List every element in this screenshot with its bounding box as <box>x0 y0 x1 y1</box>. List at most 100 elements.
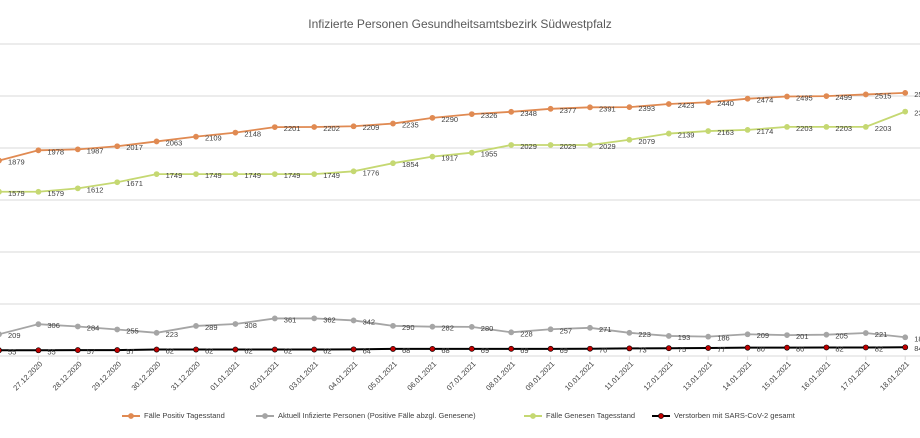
value-label: 2393 <box>638 104 655 113</box>
value-label: 209 <box>8 331 21 340</box>
point <box>902 108 909 115</box>
point <box>114 179 121 186</box>
x-tick-label: 13.01.2021 <box>681 359 714 392</box>
point <box>784 123 790 130</box>
point <box>665 345 672 352</box>
value-label: 2201 <box>284 124 301 133</box>
point <box>468 345 475 352</box>
point <box>547 326 554 333</box>
point <box>587 345 593 352</box>
value-label: 1749 <box>244 171 261 180</box>
value-label: 1854 <box>402 160 419 169</box>
point <box>35 321 42 328</box>
value-label: 1917 <box>441 154 458 163</box>
value-label: 2377 <box>560 106 577 115</box>
value-label: 64 <box>363 346 371 355</box>
point <box>784 332 790 338</box>
x-tick-label: 12.01.2021 <box>642 359 675 392</box>
legend-label: Aktuell Infizierte Personen (Positive Fä… <box>278 411 476 420</box>
value-label: 2474 <box>757 96 774 105</box>
value-label: 186 <box>717 334 730 343</box>
point <box>271 171 278 178</box>
point <box>232 129 239 136</box>
value-label: 2139 <box>678 131 695 140</box>
x-tick-label: 27.12.2020 <box>11 359 44 392</box>
value-label: 361 <box>284 315 297 324</box>
x-tick-label: 30.12.2020 <box>130 359 163 392</box>
value-label: 2202 <box>323 124 340 133</box>
point <box>665 333 672 339</box>
point <box>114 347 121 353</box>
point <box>823 93 830 100</box>
point <box>587 104 593 111</box>
value-label: 77 <box>717 345 725 354</box>
point <box>35 147 42 154</box>
point <box>665 101 672 107</box>
point <box>429 323 436 330</box>
point <box>468 149 475 156</box>
x-tick-label: 29.12.2020 <box>90 359 123 392</box>
x-tick-label: 04.01.2021 <box>327 359 360 392</box>
point <box>311 171 318 178</box>
x-tick-label: 06.01.2021 <box>405 359 438 392</box>
value-label: 290 <box>402 323 415 332</box>
point <box>232 346 239 353</box>
point <box>902 89 909 96</box>
value-label: 2326 <box>481 111 498 120</box>
value-label: 62 <box>244 347 252 356</box>
value-label: 1978 <box>47 147 64 156</box>
point <box>193 323 199 329</box>
value-label: 2029 <box>599 142 616 151</box>
value-label: 342 <box>363 317 376 326</box>
point <box>468 111 475 117</box>
point <box>587 142 593 148</box>
x-tick-label: 11.01.2021 <box>603 359 636 392</box>
x-tick-label: 02.01.2021 <box>248 359 281 392</box>
x-tick-label: 09.01.2021 <box>524 359 557 392</box>
point <box>153 171 160 178</box>
value-label: 1776 <box>363 168 380 177</box>
value-label: 2348 <box>520 109 537 118</box>
value-label: 1749 <box>323 171 340 180</box>
value-label: 1879 <box>8 158 25 167</box>
point <box>784 344 790 351</box>
value-label: 284 <box>87 323 100 332</box>
point <box>271 315 278 322</box>
point <box>665 130 672 137</box>
value-label: 308 <box>244 321 257 330</box>
point <box>508 142 515 148</box>
legend-label: Fälle Positiv Tagesstand <box>144 411 225 420</box>
point <box>311 124 318 130</box>
value-label: 1612 <box>87 185 104 194</box>
x-tick-label: 07.01.2021 <box>445 359 478 392</box>
value-label: 1749 <box>205 171 222 180</box>
x-tick-label: 28.12.2020 <box>51 359 84 392</box>
point <box>350 123 357 130</box>
value-label: 201 <box>796 332 809 341</box>
value-label: 228 <box>520 329 533 338</box>
value-label: 62 <box>284 347 292 356</box>
point <box>153 346 160 353</box>
legend-marker <box>658 413 664 419</box>
point <box>784 93 790 100</box>
point <box>626 345 633 352</box>
point <box>74 185 81 192</box>
point <box>508 329 515 336</box>
point <box>547 345 554 352</box>
value-label: 55 <box>8 347 16 356</box>
value-label: 82 <box>835 344 843 353</box>
value-label: 68 <box>441 346 449 355</box>
value-label: 2495 <box>796 94 813 103</box>
point <box>350 168 357 175</box>
value-label: 1955 <box>481 150 498 159</box>
value-label: 82 <box>875 344 883 353</box>
x-tick-label: 15.01.2021 <box>760 359 793 392</box>
point <box>429 114 436 121</box>
point <box>508 108 515 115</box>
value-label: 2029 <box>560 142 577 151</box>
value-label: 57 <box>87 347 95 356</box>
value-label: 282 <box>441 324 454 333</box>
value-label: 205 <box>835 332 848 341</box>
value-label: 1579 <box>47 189 64 198</box>
value-label: 1579 <box>8 189 25 198</box>
